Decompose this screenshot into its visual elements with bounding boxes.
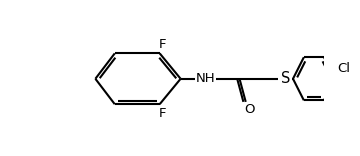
Text: Cl: Cl (338, 62, 351, 75)
Text: NH: NH (195, 72, 215, 85)
Text: O: O (244, 103, 255, 116)
Text: S: S (280, 71, 290, 86)
Text: F: F (159, 107, 167, 120)
Text: F: F (159, 38, 167, 51)
